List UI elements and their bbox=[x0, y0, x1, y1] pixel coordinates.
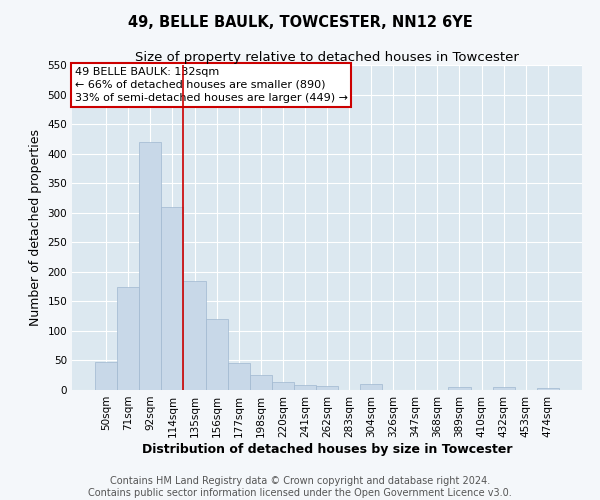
Bar bbox=[360, 384, 382, 390]
Text: 49 BELLE BAULK: 132sqm
← 66% of detached houses are smaller (890)
33% of semi-de: 49 BELLE BAULK: 132sqm ← 66% of detached… bbox=[74, 66, 347, 103]
X-axis label: Distribution of detached houses by size in Towcester: Distribution of detached houses by size … bbox=[142, 442, 512, 456]
Bar bbox=[184, 282, 206, 390]
Y-axis label: Number of detached properties: Number of detached properties bbox=[29, 129, 42, 326]
Bar bbox=[493, 387, 515, 390]
Bar bbox=[294, 386, 316, 390]
Title: Size of property relative to detached houses in Towcester: Size of property relative to detached ho… bbox=[135, 51, 519, 64]
Bar bbox=[250, 374, 272, 390]
Bar bbox=[272, 382, 294, 390]
Text: Contains HM Land Registry data © Crown copyright and database right 2024.
Contai: Contains HM Land Registry data © Crown c… bbox=[88, 476, 512, 498]
Bar bbox=[316, 386, 338, 390]
Bar bbox=[537, 388, 559, 390]
Bar bbox=[448, 387, 470, 390]
Bar bbox=[206, 319, 227, 390]
Bar bbox=[117, 286, 139, 390]
Bar bbox=[139, 142, 161, 390]
Bar bbox=[227, 363, 250, 390]
Bar bbox=[161, 207, 184, 390]
Text: 49, BELLE BAULK, TOWCESTER, NN12 6YE: 49, BELLE BAULK, TOWCESTER, NN12 6YE bbox=[128, 15, 472, 30]
Bar bbox=[95, 362, 117, 390]
